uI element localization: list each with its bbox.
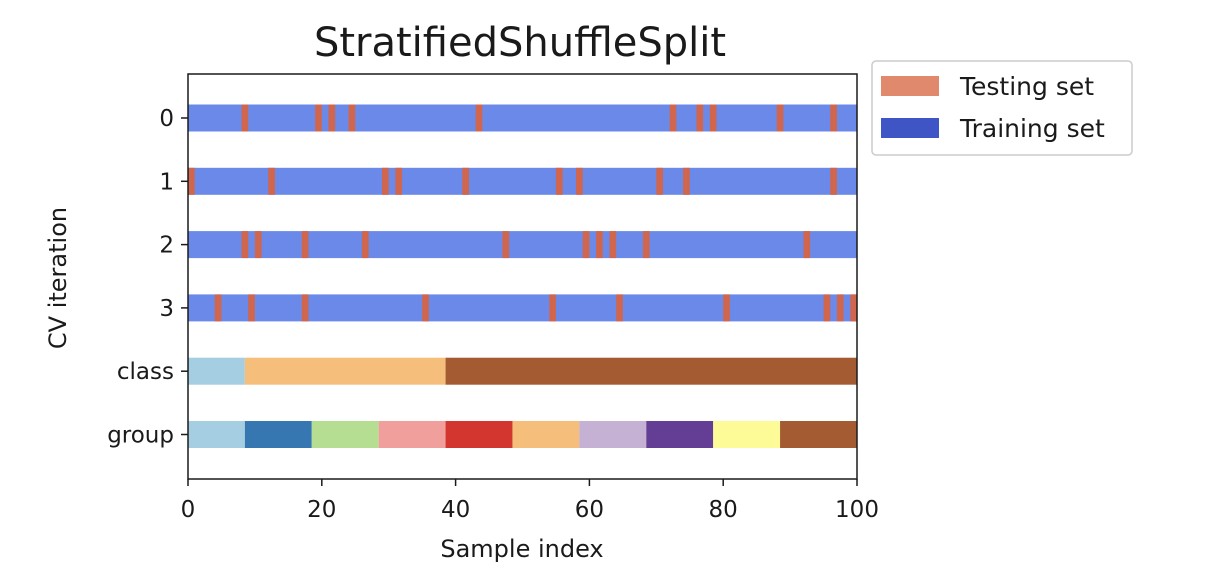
y-tick-label: 3 (159, 296, 174, 322)
test-sample-2-92 (803, 231, 811, 259)
test-sample-1-55 (555, 167, 563, 195)
legend: Testing set Training set (871, 60, 1133, 156)
group-segment-2 (311, 421, 379, 448)
test-sample-3-54 (549, 294, 556, 322)
test-sample-1-0 (188, 167, 195, 195)
x-tick-label: 20 (307, 497, 336, 523)
test-sample-2-59 (582, 231, 590, 259)
test-sample-1-29 (382, 167, 389, 195)
test-sample-1-31 (395, 167, 403, 195)
test-sample-0-43 (475, 104, 483, 132)
test-sample-3-9 (248, 294, 255, 322)
test-sample-0-76 (696, 104, 704, 132)
group-segment-0 (188, 421, 245, 448)
x-axis-label: Sample index (440, 535, 603, 563)
test-sample-2-68 (642, 231, 650, 259)
test-sample-1-96 (830, 167, 837, 195)
group-segment-6 (579, 421, 647, 448)
group-segment-9 (780, 421, 857, 448)
test-sample-1-58 (576, 167, 583, 195)
group-segment-4 (445, 421, 513, 448)
test-sample-0-19 (315, 104, 322, 132)
test-sample-3-17 (301, 294, 309, 322)
y-axis: 0 1 2 3 class group (107, 106, 188, 449)
test-sample-2-26 (361, 231, 369, 259)
test-sample-0-72 (669, 104, 677, 132)
test-sample-3-99 (850, 294, 857, 322)
training-bar-2 (188, 231, 857, 259)
x-tick-label: 0 (181, 497, 196, 523)
y-axis-label: CV iteration (44, 207, 72, 349)
legend-label: Training set (959, 114, 1105, 143)
test-sample-3-80 (723, 294, 730, 322)
legend-swatch (881, 118, 939, 138)
y-tick-label: group (107, 423, 174, 449)
plot-frame (187, 73, 858, 480)
test-sample-0-78 (709, 104, 717, 132)
group-segment-1 (244, 421, 312, 448)
legend-swatch (881, 76, 939, 96)
test-sample-2-10 (254, 231, 262, 259)
test-sample-2-63 (609, 231, 617, 259)
x-tick-label: 40 (441, 497, 470, 523)
class-segment-2 (445, 357, 857, 385)
test-sample-0-8 (241, 104, 249, 132)
plot-area (188, 104, 857, 448)
training-bar-0 (188, 104, 857, 132)
legend-label: Testing set (959, 72, 1094, 101)
test-sample-1-70 (656, 167, 663, 195)
test-sample-2-61 (596, 231, 603, 259)
training-bar-1 (188, 167, 857, 195)
class-segment-1 (244, 357, 446, 385)
group-segment-5 (512, 421, 580, 448)
test-sample-1-74 (683, 167, 690, 195)
group-segment-7 (646, 421, 714, 448)
x-tick-label: 60 (575, 497, 604, 523)
test-sample-0-88 (776, 104, 784, 132)
y-tick-label: class (117, 359, 174, 385)
test-sample-0-24 (348, 104, 356, 132)
test-sample-3-35 (422, 294, 429, 322)
test-sample-3-95 (823, 294, 831, 322)
test-sample-2-17 (301, 231, 309, 259)
x-tick-label: 100 (835, 497, 879, 523)
test-sample-0-21 (328, 104, 336, 132)
x-tick-label: 80 (709, 497, 738, 523)
chart-title: StratifiedShuffleSplit (314, 20, 726, 66)
x-axis: 0 20 40 60 80 100 (181, 479, 879, 523)
y-tick-label: 1 (159, 169, 174, 195)
test-sample-3-97 (836, 294, 844, 322)
group-segment-8 (713, 421, 781, 448)
y-tick-label: 2 (159, 233, 174, 259)
test-sample-2-8 (241, 231, 249, 259)
group-segment-3 (378, 421, 446, 448)
y-tick-label: 0 (159, 106, 174, 132)
class-segment-0 (188, 357, 245, 385)
test-sample-1-41 (462, 167, 469, 195)
test-sample-0-96 (830, 104, 837, 132)
test-sample-2-47 (502, 231, 510, 259)
test-sample-1-12 (268, 167, 275, 195)
test-sample-3-64 (616, 294, 623, 322)
training-bar-3 (188, 294, 857, 322)
test-sample-3-4 (214, 294, 222, 322)
